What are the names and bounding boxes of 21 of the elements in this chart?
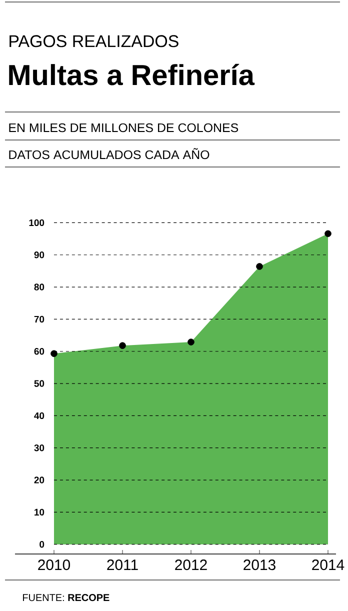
text: EN MILES DE MILLONES DE COLONES [9, 123, 238, 132]
y-tick-label: 90 [34, 252, 44, 258]
y-tick-label: 60 [34, 348, 44, 355]
y-tick-label: 20 [34, 476, 44, 484]
y-tick-label: 70 [34, 316, 44, 323]
y-tick-label: 100 [29, 219, 44, 226]
y-tick-label: 0 [40, 541, 44, 548]
text: DATOS ACUMULADOS CADA AÑO [9, 148, 210, 160]
x-tick-label: 2012 [175, 560, 207, 570]
source-note: FUENTE: RECOPE [23, 594, 110, 602]
x-tick-label: 2013 [244, 560, 276, 570]
x-tick-label: 2014 [312, 560, 344, 570]
y-tick-label: 40 [34, 412, 44, 420]
chart-title: Multas a Refinería [9, 64, 255, 86]
chart-subtitle: PAGOS REALIZADOS [10, 35, 178, 48]
y-tick-label: 30 [34, 444, 44, 452]
y-tick-label: 50 [34, 380, 44, 387]
x-tick-label: 2010 [38, 560, 70, 570]
y-tick-label: 80 [34, 284, 44, 290]
x-tick-label: 2011 [107, 560, 138, 570]
y-tick-label: 10 [34, 508, 44, 516]
